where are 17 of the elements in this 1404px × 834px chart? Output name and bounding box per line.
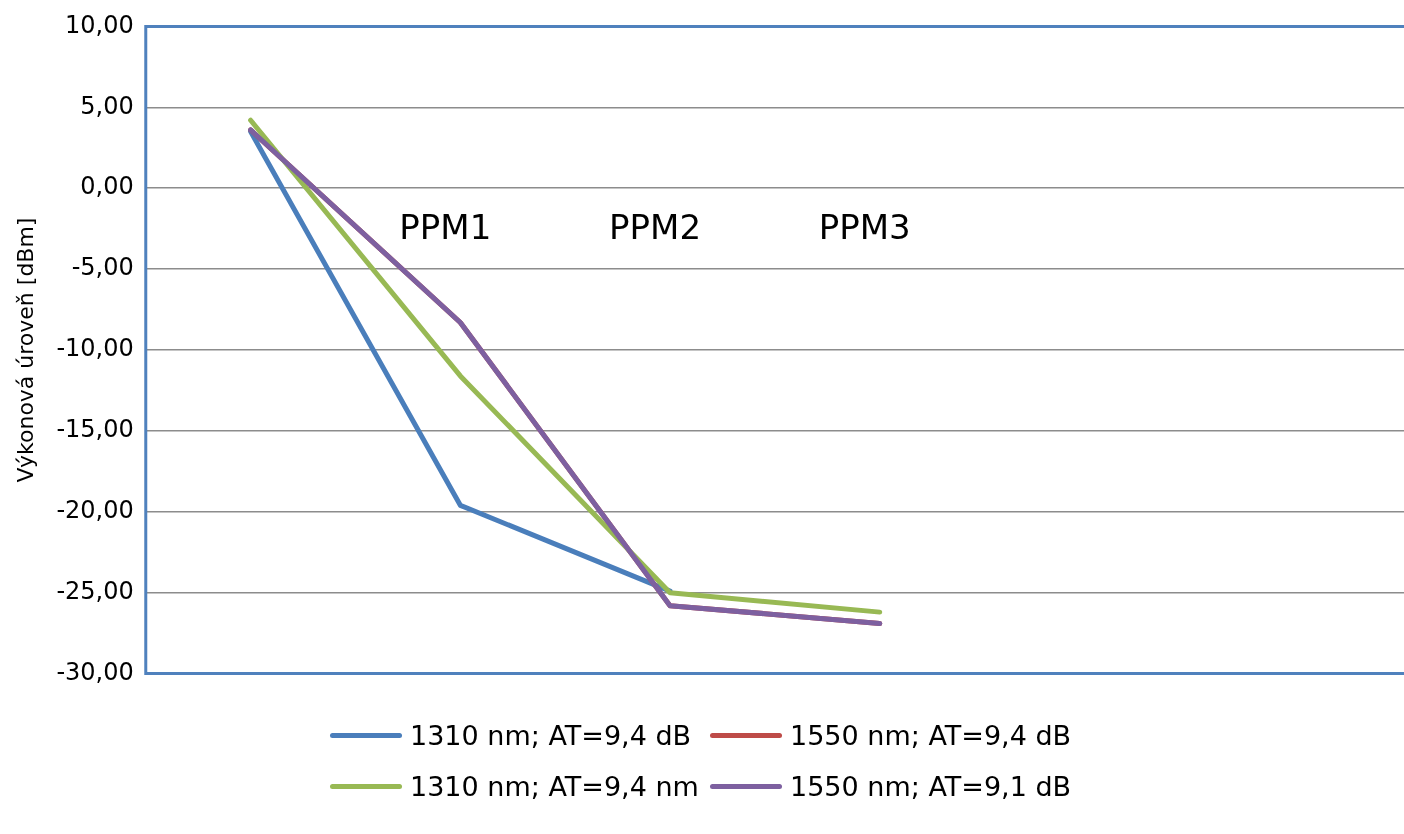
y-tick-label: -15,00	[56, 415, 134, 444]
annotation: PPM2	[609, 207, 702, 248]
annotation: PPM1	[399, 207, 492, 248]
y-tick-label: -30,00	[56, 657, 134, 686]
legend-label: 1310 nm; AT=9,4 dB	[410, 720, 692, 751]
y-tick-label: -20,00	[56, 496, 134, 525]
y-axis-title: Výkonová úroveň [dBm]	[12, 217, 38, 483]
legend-label: 1550 nm; AT=9,4 dB	[790, 720, 1072, 751]
legend-label: 1310 nm; AT=9,4 nm	[410, 771, 699, 802]
y-tick-label: -5,00	[71, 253, 134, 282]
annotation: PPM3	[818, 207, 911, 248]
y-tick-label: 10,00	[65, 10, 134, 39]
y-tick-label: -25,00	[56, 576, 134, 605]
y-tick-label: 0,00	[80, 172, 134, 201]
y-tick-label: -10,00	[56, 334, 134, 363]
legend-label: 1550 nm; AT=9,1 dB	[790, 771, 1072, 802]
y-tick-label: 5,00	[80, 91, 134, 120]
